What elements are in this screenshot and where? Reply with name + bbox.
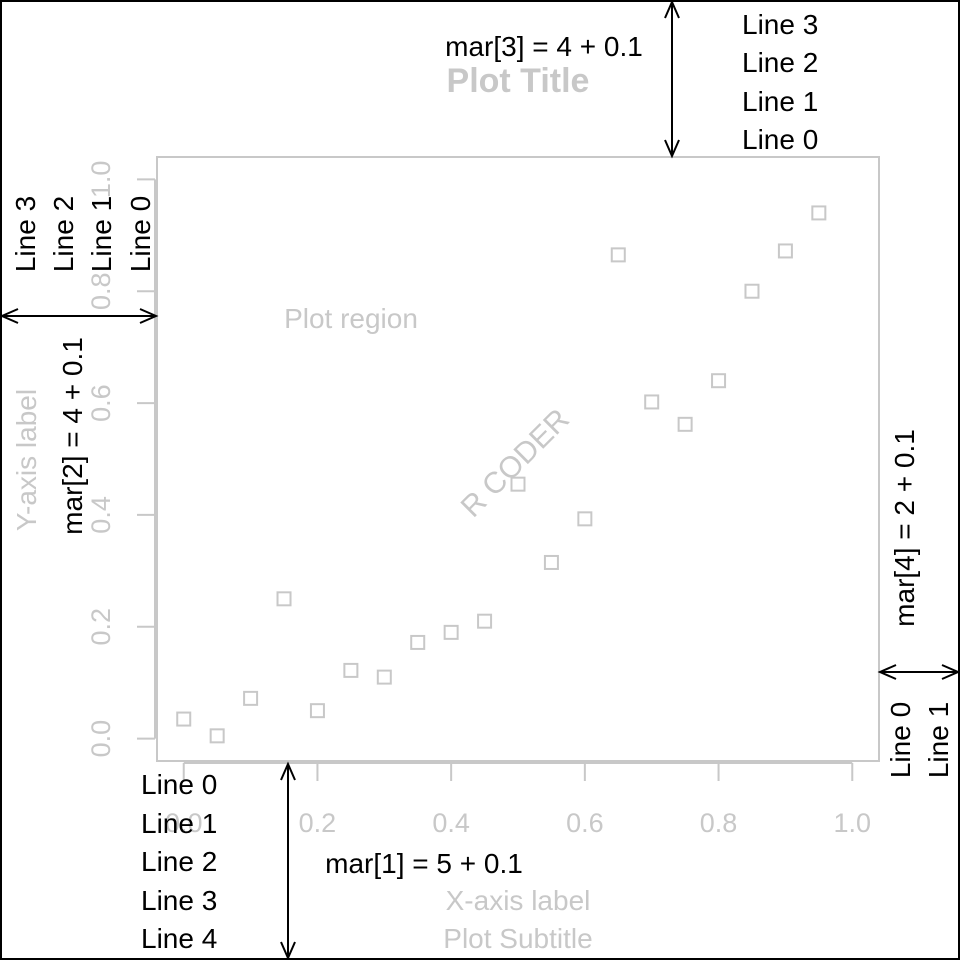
top-line-1: Line 1: [742, 86, 818, 117]
data-point: [577, 511, 593, 527]
y-axis-label: Y-axis label: [11, 389, 42, 531]
bottom-line-2: Line 2: [141, 846, 217, 877]
mar4-arrowhead-left: [877, 664, 897, 680]
bottom-line-4: Line 4: [141, 923, 217, 954]
data-point: [477, 613, 493, 629]
data-point: [376, 669, 392, 685]
left-line-0: Line 0: [125, 196, 156, 272]
y-tick-label: 0.0: [86, 720, 116, 758]
data-point: [209, 728, 225, 744]
top-line-3: Line 3: [742, 9, 818, 40]
mar4-arrowhead-right: [941, 664, 960, 680]
x-tick-label: 0.4: [432, 808, 470, 838]
data-point: [644, 394, 660, 410]
mar3-arrowhead-top: [664, 0, 680, 19]
x-tick-label: 0.8: [700, 808, 738, 838]
left-line-2: Line 2: [48, 196, 79, 272]
y-tick-label: 0.2: [86, 608, 116, 646]
data-point: [243, 690, 259, 706]
mar1-label: mar[1] = 5 + 0.1: [325, 848, 523, 879]
mar2-label: mar[2] = 4 + 0.1: [57, 337, 88, 535]
y-tick-label: 0.4: [86, 496, 116, 534]
data-point: [744, 283, 760, 299]
bottom-line-0: Line 0: [141, 769, 217, 800]
x-axis-label: X-axis label: [446, 885, 591, 916]
data-point: [309, 703, 325, 719]
data-point: [677, 416, 693, 432]
y-axis: 0.0 0.2 0.4 0.6 0.8 1.0: [86, 161, 156, 758]
data-point: [276, 591, 292, 607]
x-tick-label: 0.0: [165, 808, 203, 838]
x-axis: 0.0 0.2 0.4 0.6 0.8 1.0: [165, 762, 871, 838]
data-point: [777, 243, 793, 259]
y-tick-label: 0.6: [86, 384, 116, 422]
plot-subtitle: Plot Subtitle: [443, 923, 592, 954]
mar2-arrowhead-left: [0, 308, 19, 324]
scatter-points: [176, 205, 827, 744]
data-point: [176, 711, 192, 727]
data-point: [711, 373, 727, 389]
data-point: [510, 476, 526, 492]
mar1-arrowhead-bottom: [280, 941, 296, 960]
mar3-label: mar[3] = 4 + 0.1: [445, 31, 643, 62]
mar1-arrowhead-top: [280, 761, 296, 781]
left-line-3: Line 3: [10, 196, 41, 272]
x-tick-label: 0.6: [566, 808, 604, 838]
top-line-2: Line 2: [742, 47, 818, 78]
data-point: [543, 554, 559, 570]
data-point: [343, 662, 359, 678]
y-tick-label: 1.0: [86, 161, 116, 199]
data-point: [811, 205, 827, 221]
data-point: [410, 634, 426, 650]
plot-title: Plot Title: [447, 62, 590, 100]
watermark: R CODER: [455, 403, 576, 524]
x-tick-label: 1.0: [833, 808, 871, 838]
top-line-0: Line 0: [742, 124, 818, 155]
left-line-1: Line 1: [86, 196, 117, 272]
mar2-arrowhead-right: [139, 308, 159, 324]
data-point: [443, 624, 459, 640]
mar3-arrowhead-bottom: [664, 139, 680, 159]
bottom-line-1: Line 1: [141, 808, 217, 839]
x-tick-label: 0.2: [299, 808, 337, 838]
plot-region-label: Plot region: [284, 303, 418, 334]
data-point: [610, 247, 626, 263]
bottom-line-3: Line 3: [141, 885, 217, 916]
right-line-0: Line 0: [885, 702, 916, 778]
mar4-label: mar[4] = 2 + 0.1: [889, 429, 920, 627]
right-line-1: Line 1: [923, 702, 954, 778]
plot-box: [156, 156, 880, 762]
y-tick-label: 0.8: [86, 272, 116, 310]
